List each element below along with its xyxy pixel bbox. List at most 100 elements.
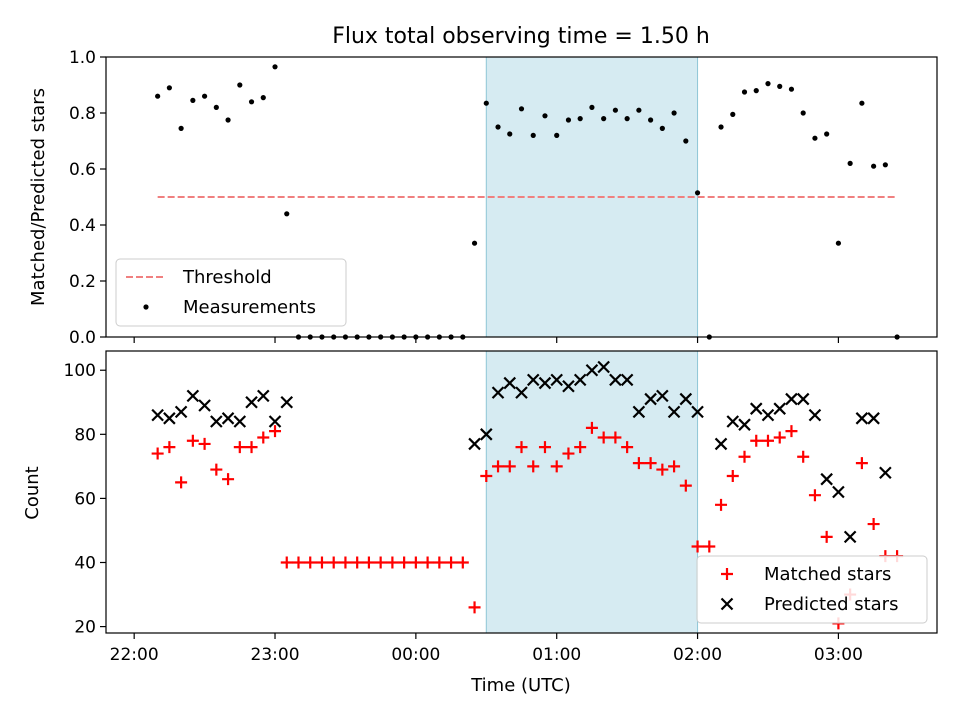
measurement-point (847, 160, 853, 166)
measurement-point (659, 125, 665, 131)
matched-star-point (574, 441, 587, 454)
y-tick-label: 1.0 (69, 48, 96, 68)
y-tick-label: 80 (74, 425, 96, 445)
ratio-legend: Threshold Measurements (115, 258, 347, 327)
top-panel-y-axis-label: Matched/Predicted stars (28, 88, 49, 306)
measurement-point (730, 111, 736, 117)
predicted-star-point (855, 412, 869, 425)
matched-star-point (269, 425, 282, 438)
y-tick-label: 0.2 (69, 272, 96, 292)
observing-window-shade (485, 350, 699, 634)
measurement-point (284, 211, 290, 217)
y-tick-label: 100 (64, 361, 96, 381)
predicted-star-point (667, 405, 681, 419)
predicted-star-point (714, 437, 728, 451)
predicted-star-point (174, 405, 188, 419)
predicted-star-point (151, 408, 164, 422)
matched-star-point (609, 431, 622, 444)
matched-star-point (773, 431, 786, 444)
predicted-star-point (773, 402, 786, 415)
matched-star-point (715, 498, 728, 511)
matched-star-point (409, 556, 422, 569)
matched-star-point (280, 556, 293, 569)
x-axis-label: Time (UTC) (470, 675, 571, 696)
measurement-point (835, 240, 842, 246)
matched-star-point (538, 441, 551, 454)
predicted-star-point (585, 363, 599, 377)
measurement-point (777, 83, 783, 89)
matched-star-point (374, 556, 387, 569)
ratio-axes-frame (105, 56, 938, 338)
matched-star-point (421, 556, 434, 569)
measurement-point (471, 240, 478, 246)
predicted-star-point (503, 376, 517, 390)
measurement-point (765, 81, 771, 87)
measurement-point (483, 100, 489, 106)
measurement-point (495, 124, 501, 130)
predicted-star-point (480, 428, 493, 441)
matched-star-point (445, 556, 458, 569)
legend-measurements-label: Measurements (183, 297, 316, 318)
measurement-point (812, 135, 818, 141)
y-tick-label: 0.8 (69, 104, 96, 124)
matched-star-point (339, 556, 352, 569)
predicted-star-point (245, 395, 258, 409)
measurement-point (237, 82, 243, 88)
measurement-point (636, 107, 642, 113)
predicted-star-point (491, 386, 505, 399)
matched-star-point (527, 460, 540, 473)
measurement-point (201, 93, 208, 99)
predicted-star-point (867, 412, 880, 425)
predicted-star-point (843, 530, 857, 544)
predicted-star-point (515, 386, 528, 399)
measurement-point (166, 85, 172, 91)
measurement-point (601, 116, 607, 122)
predicted-star-point (186, 389, 200, 403)
x-tick-label: 01:00 (532, 645, 581, 665)
matched-star-point (456, 556, 469, 569)
predicted-star-point (163, 412, 176, 425)
matched-star-point (433, 556, 446, 569)
matched-star-point (632, 457, 645, 470)
matched-star-point (292, 556, 305, 569)
count-panel: 20 40 60 80 100 22:00 23:00 00:00 01:00 02:00 03:0… (64, 350, 938, 665)
legend-box (696, 555, 928, 624)
measurement-point (882, 162, 888, 168)
legend-predicted-swatch (720, 597, 734, 611)
matched-star-point (597, 431, 610, 444)
predicted-star-point (609, 373, 622, 387)
matched-star-point (327, 556, 340, 569)
measurement-point (824, 131, 830, 137)
y-tick-label: 40 (74, 554, 96, 574)
measurement-point (612, 107, 618, 113)
legend-matched-label: Matched stars (764, 564, 891, 585)
measurement-point (718, 124, 724, 130)
matched-star-point (245, 441, 258, 454)
measurement-point (213, 104, 219, 110)
predicted-star-point (538, 376, 552, 390)
predicted-star-point (597, 360, 610, 374)
measurement-point (871, 163, 877, 169)
matched-star-point (562, 447, 575, 460)
measurement-point (272, 64, 278, 70)
measurement-point (225, 117, 231, 123)
predicted-star-point (644, 392, 657, 406)
predicted-star-point (656, 389, 669, 403)
predicted-star-point (726, 415, 740, 428)
measurement-point (507, 131, 513, 137)
predicted-star-point (679, 392, 693, 406)
x-tick-label: 23:00 (251, 645, 300, 665)
predicted-star-point (879, 466, 892, 480)
matched-star-point (304, 556, 317, 569)
measurement-point (577, 116, 583, 122)
measurement-point (648, 117, 654, 123)
y-tick-label: 0.4 (69, 216, 96, 236)
matched-star-point (550, 460, 563, 473)
matched-star-point (480, 469, 493, 482)
predicted-star-point (468, 437, 481, 451)
predicted-star-point (796, 392, 810, 406)
matched-star-point (315, 556, 328, 569)
matched-star-point (222, 473, 235, 486)
predicted-star-point (221, 412, 235, 425)
